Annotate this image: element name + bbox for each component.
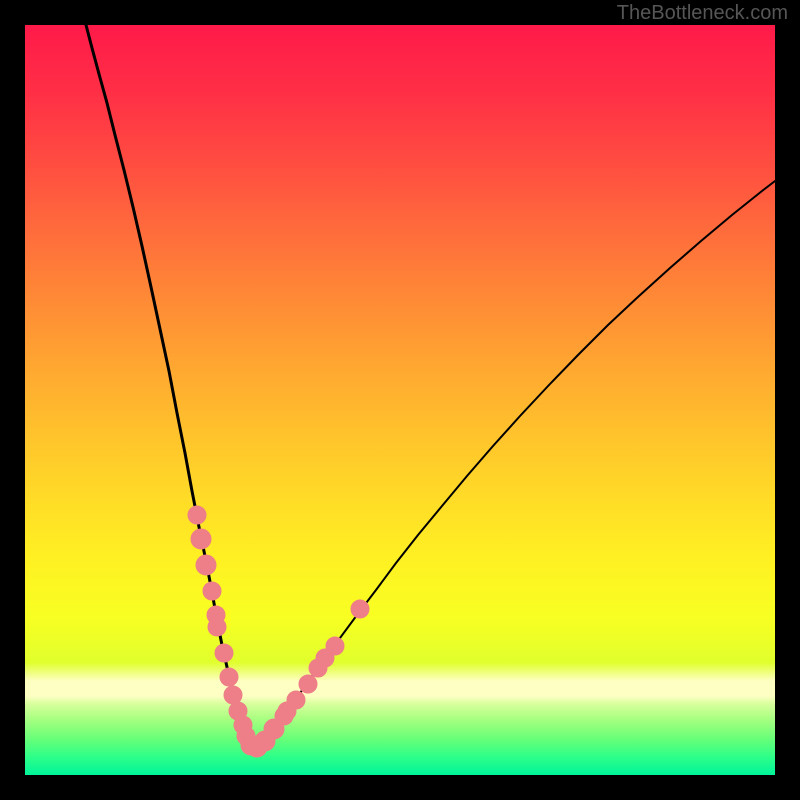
chart-svg	[25, 25, 775, 775]
marker-dot	[220, 668, 238, 686]
marker-dot	[208, 618, 226, 636]
marker-dot	[188, 506, 206, 524]
marker-dot	[224, 686, 242, 704]
marker-dot	[326, 637, 344, 655]
marker-dot	[215, 644, 233, 662]
outer-frame: TheBottleneck.com	[0, 0, 800, 800]
marker-dot	[203, 582, 221, 600]
plot-area	[25, 25, 775, 775]
marker-dot	[196, 555, 216, 575]
marker-dot	[351, 600, 369, 618]
marker-group	[188, 506, 369, 757]
marker-dot	[191, 529, 211, 549]
watermark-text: TheBottleneck.com	[617, 2, 788, 25]
left-curve	[86, 25, 253, 749]
marker-dot	[287, 691, 305, 709]
marker-dot	[299, 675, 317, 693]
